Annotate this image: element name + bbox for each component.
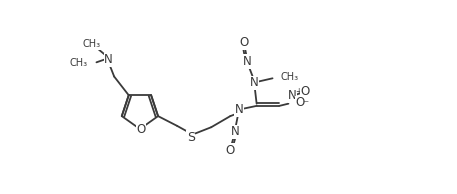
Text: O: O	[136, 123, 145, 136]
Text: S: S	[187, 131, 195, 144]
Text: O: O	[239, 36, 249, 49]
Text: O: O	[301, 85, 310, 98]
Text: +: +	[295, 87, 302, 96]
Text: N: N	[250, 76, 259, 89]
Text: CH₃: CH₃	[82, 39, 101, 49]
Text: N: N	[243, 55, 252, 68]
Text: CH₃: CH₃	[280, 72, 298, 82]
Text: ⁻: ⁻	[302, 98, 308, 111]
Text: O: O	[295, 96, 304, 109]
Text: CH₃: CH₃	[69, 58, 87, 68]
Text: N: N	[230, 125, 239, 138]
Text: N: N	[235, 103, 244, 116]
Text: N: N	[288, 89, 297, 102]
Text: O: O	[226, 144, 235, 157]
Text: N: N	[104, 53, 113, 66]
